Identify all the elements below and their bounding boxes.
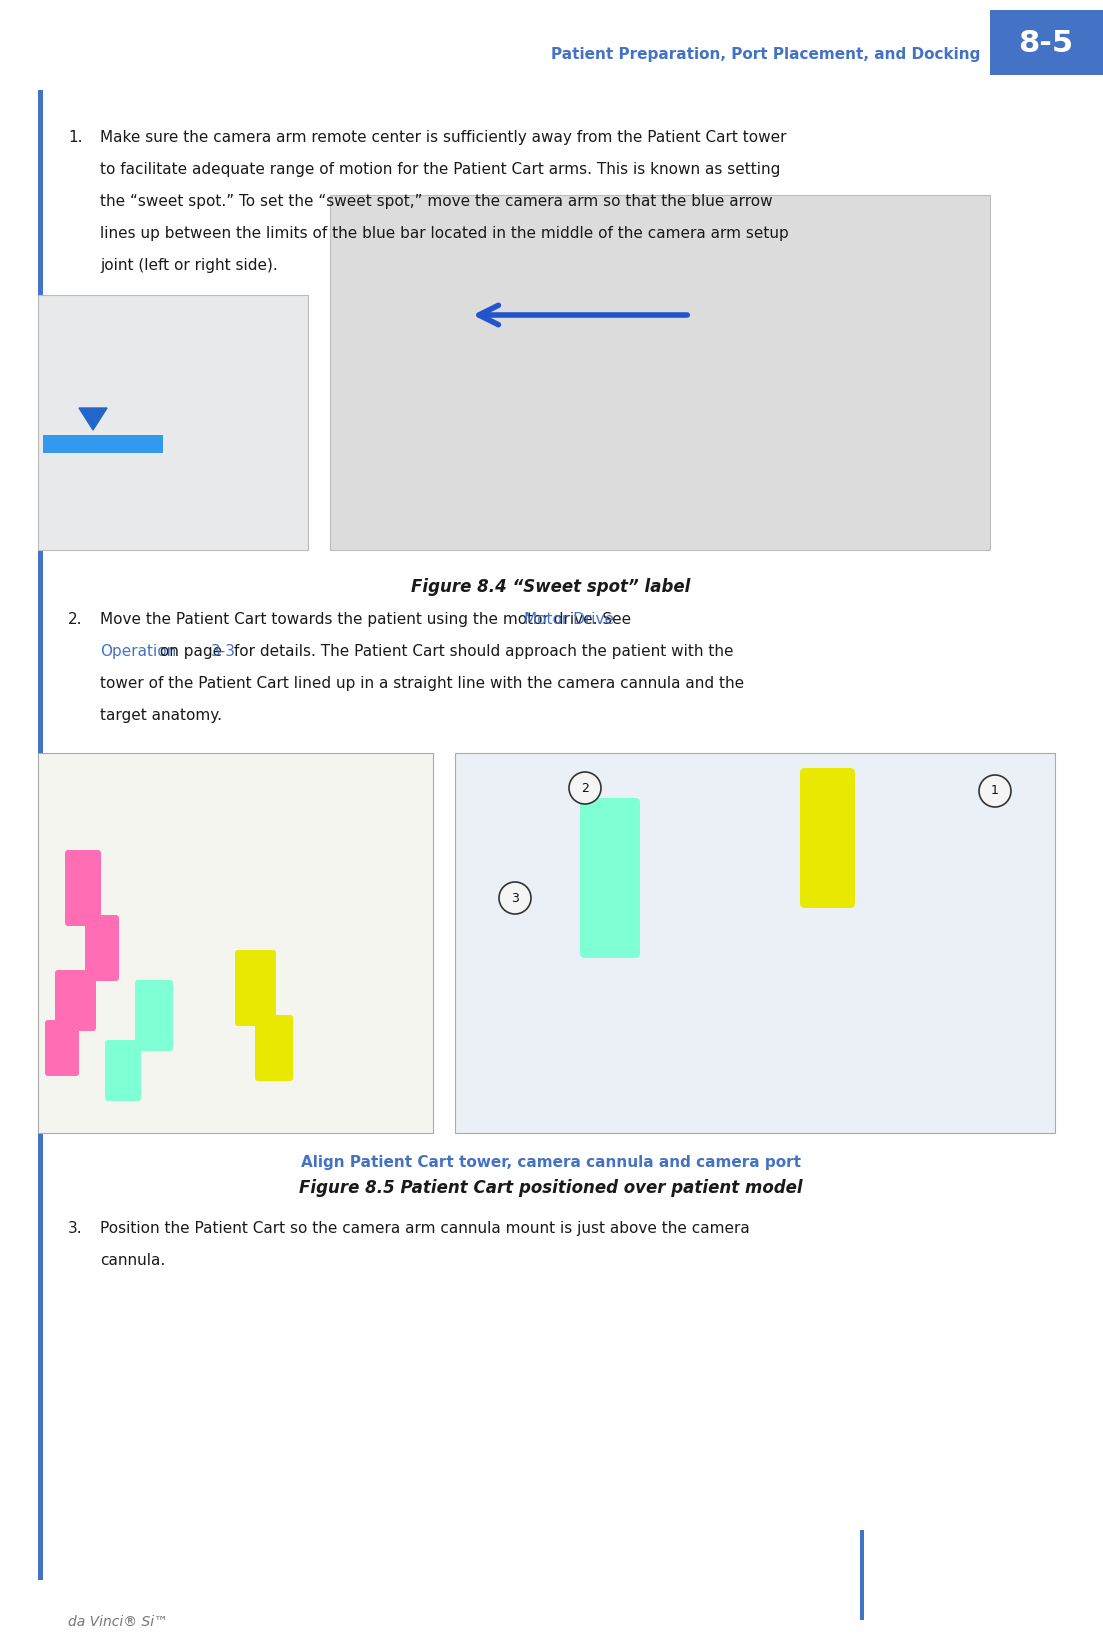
FancyBboxPatch shape (85, 916, 119, 982)
Text: target anatomy.: target anatomy. (100, 708, 222, 723)
Text: lines up between the limits of the blue bar located in the middle of the camera : lines up between the limits of the blue … (100, 226, 789, 241)
Bar (43, 436, 163, 454)
Text: cannula.: cannula. (100, 1252, 165, 1267)
FancyBboxPatch shape (105, 1040, 141, 1101)
Bar (38, 752, 433, 1134)
Text: 1.: 1. (68, 130, 83, 145)
Text: 8-5: 8-5 (1018, 28, 1073, 58)
Circle shape (979, 776, 1011, 807)
Text: 3.: 3. (68, 1221, 83, 1236)
FancyBboxPatch shape (65, 850, 101, 926)
FancyBboxPatch shape (55, 970, 96, 1031)
Text: Motor Drive: Motor Drive (524, 612, 614, 627)
Text: Operation: Operation (100, 644, 176, 658)
Text: the “sweet spot.” To set the “sweet spot,” move the camera arm so that the blue : the “sweet spot.” To set the “sweet spot… (100, 195, 772, 210)
Text: to facilitate adequate range of motion for the Patient Cart arms. This is known : to facilitate adequate range of motion f… (100, 162, 781, 177)
Text: Align Patient Cart tower, camera cannula and camera port: Align Patient Cart tower, camera cannula… (301, 1155, 801, 1170)
Circle shape (569, 772, 601, 804)
Text: 3: 3 (511, 891, 518, 904)
FancyBboxPatch shape (255, 1015, 293, 1081)
Bar (990, 10, 1103, 74)
FancyBboxPatch shape (800, 767, 855, 908)
Text: 1: 1 (992, 784, 999, 797)
Text: Figure 8.5 Patient Cart positioned over patient model: Figure 8.5 Patient Cart positioned over … (299, 1180, 803, 1196)
FancyBboxPatch shape (135, 980, 173, 1051)
Bar (330, 195, 990, 549)
Text: on page: on page (156, 644, 227, 658)
FancyBboxPatch shape (235, 950, 276, 1026)
Bar (38, 295, 308, 549)
Text: tower of the Patient Cart lined up in a straight line with the camera cannula an: tower of the Patient Cart lined up in a … (100, 676, 745, 691)
FancyBboxPatch shape (45, 1020, 79, 1076)
Text: for details. The Patient Cart should approach the patient with the: for details. The Patient Cart should app… (229, 644, 733, 658)
Bar (860, 1530, 864, 1620)
Polygon shape (79, 408, 107, 431)
Text: 2: 2 (581, 782, 589, 795)
Text: Figure 8.4 “Sweet spot” label: Figure 8.4 “Sweet spot” label (411, 578, 690, 596)
Text: Position the Patient Cart so the camera arm cannula mount is just above the came: Position the Patient Cart so the camera … (100, 1221, 750, 1236)
Text: da Vinci® Si™: da Vinci® Si™ (68, 1615, 168, 1629)
Circle shape (499, 883, 531, 914)
Text: Make sure the camera arm remote center is sufficiently away from the Patient Car: Make sure the camera arm remote center i… (100, 130, 786, 145)
Bar (38, 91, 43, 1581)
Bar (456, 752, 1054, 1134)
Text: 2.: 2. (68, 612, 83, 627)
Text: joint (left or right side).: joint (left or right side). (100, 257, 278, 272)
Text: 3-3: 3-3 (211, 644, 236, 658)
Text: Patient Preparation, Port Placement, and Docking: Patient Preparation, Port Placement, and… (550, 48, 979, 63)
Text: Move the Patient Cart towards the patient using the motor drive. See: Move the Patient Cart towards the patien… (100, 612, 636, 627)
FancyBboxPatch shape (580, 799, 640, 959)
